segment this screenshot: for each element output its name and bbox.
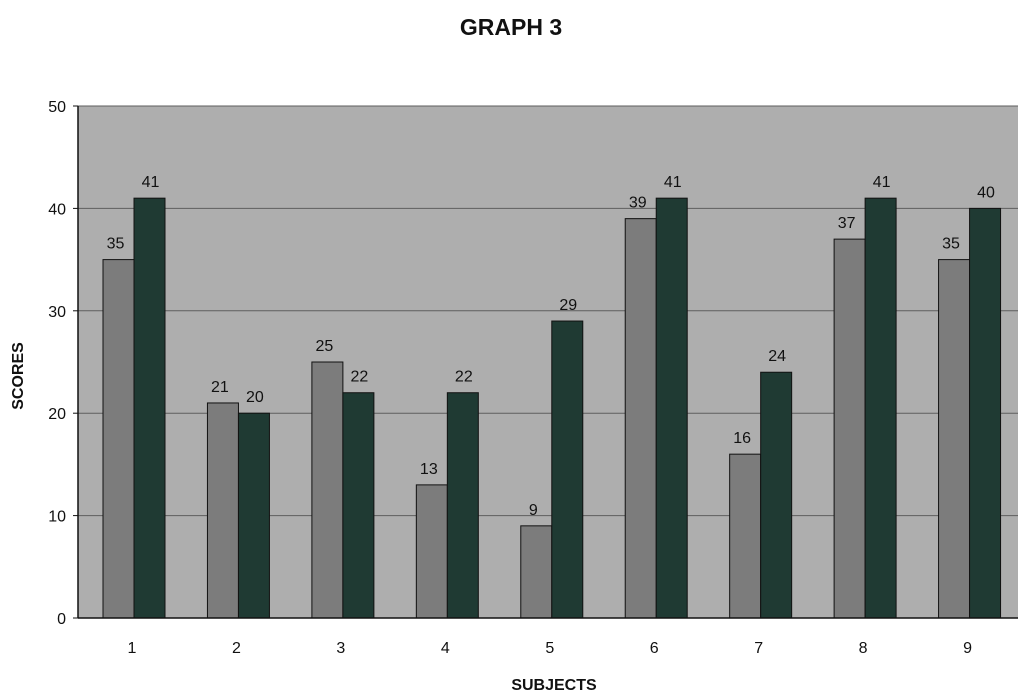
bar-series-1 xyxy=(311,361,344,619)
y-tick-label: 40 xyxy=(48,201,66,218)
bar-series-2 xyxy=(969,207,1002,619)
bar-series-2 xyxy=(551,320,584,619)
bar-series-1 xyxy=(415,484,448,619)
x-tick-label: 5 xyxy=(545,640,554,657)
y-axis-label: SCORES xyxy=(10,342,27,410)
y-tick-label: 30 xyxy=(48,304,66,321)
data-label: 39 xyxy=(629,195,647,212)
bar-series-1 xyxy=(624,218,657,619)
bar-series-1 xyxy=(833,238,866,619)
bar-series-2 xyxy=(655,197,688,619)
data-label: 25 xyxy=(315,338,333,355)
data-label: 35 xyxy=(107,236,125,253)
data-label: 37 xyxy=(838,215,856,232)
x-tick-label: 8 xyxy=(859,640,868,657)
data-label: 22 xyxy=(350,369,368,386)
data-label: 41 xyxy=(664,174,682,191)
x-tick-label: 1 xyxy=(128,640,137,657)
bar-series-2 xyxy=(864,197,897,619)
bar-series-1 xyxy=(520,525,553,619)
data-label: 9 xyxy=(529,502,538,519)
x-axis-label: SUBJECTS xyxy=(511,677,597,693)
data-label: 35 xyxy=(942,236,960,253)
bar-series-2 xyxy=(760,371,793,619)
y-tick-label: 10 xyxy=(48,509,66,526)
y-axis-ticks: 0 10 20 30 40 50 xyxy=(48,99,78,628)
bar-series-2 xyxy=(237,412,270,619)
data-label: 24 xyxy=(768,348,786,365)
bar-series-1 xyxy=(938,259,971,619)
bar-series-1 xyxy=(729,453,762,619)
data-label: 29 xyxy=(559,297,577,314)
data-label: 13 xyxy=(420,461,438,478)
x-tick-label: 9 xyxy=(963,640,972,657)
data-label: 22 xyxy=(455,369,473,386)
y-tick-label: 50 xyxy=(48,99,66,116)
data-label: 16 xyxy=(733,430,751,447)
data-labels: 35 41 21 20 25 22 13 22 9 29 39 41 16 24 37 41 35 40 xyxy=(107,174,995,519)
bar-series-2 xyxy=(446,392,479,619)
data-label: 21 xyxy=(211,379,229,396)
data-label: 20 xyxy=(246,389,264,406)
y-tick-label: 20 xyxy=(48,406,66,423)
bar-series-1 xyxy=(206,402,239,619)
x-tick-label: 2 xyxy=(232,640,241,657)
bar-series-2 xyxy=(133,197,166,619)
x-tick-label: 6 xyxy=(650,640,659,657)
x-tick-label: 3 xyxy=(336,640,345,657)
data-label: 41 xyxy=(873,174,891,191)
data-label: 41 xyxy=(142,174,160,191)
x-axis-ticks: 1 2 3 4 5 6 7 8 9 xyxy=(128,640,973,657)
x-tick-label: 4 xyxy=(441,640,450,657)
bar-series-1 xyxy=(102,259,135,619)
chart-title: GRAPH 3 xyxy=(460,14,562,40)
bars xyxy=(102,197,1002,619)
y-tick-label: 0 xyxy=(57,611,66,628)
bar-series-2 xyxy=(342,392,375,619)
x-tick-label: 7 xyxy=(754,640,763,657)
data-label: 40 xyxy=(977,184,995,201)
